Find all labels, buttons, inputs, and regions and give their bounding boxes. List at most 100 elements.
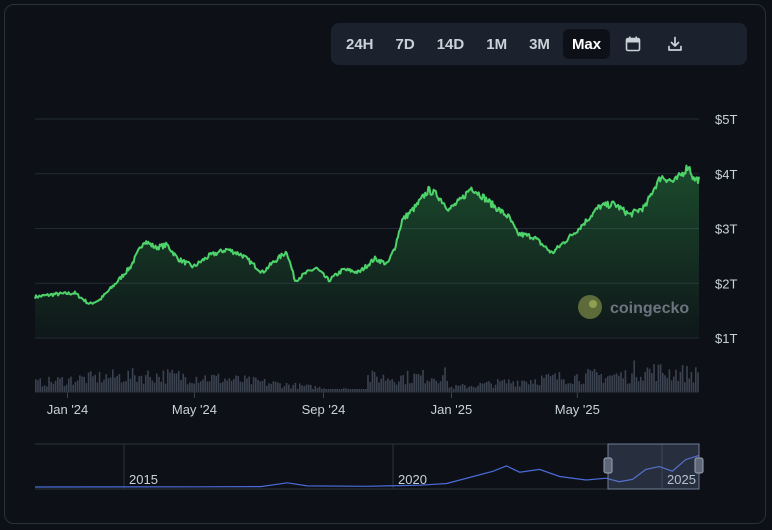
volume-bar (175, 373, 178, 392)
volume-bar (244, 375, 246, 392)
volume-bar (560, 379, 563, 392)
volume-bar (681, 365, 684, 392)
download-button[interactable] (656, 29, 694, 59)
volume-bar (63, 386, 66, 392)
volume-bar (171, 369, 173, 392)
calendar-button[interactable] (614, 29, 652, 59)
navigator-selection (607, 443, 700, 490)
volume-bar (98, 371, 101, 392)
volume-bar (677, 380, 679, 392)
volume-bar (622, 378, 624, 392)
price-line (34, 164, 700, 305)
volume-bar (52, 383, 55, 392)
volume-bar (536, 384, 539, 392)
range-24h-button[interactable]: 24H (346, 35, 374, 53)
volume-bar (35, 379, 37, 392)
volume-bar (125, 381, 127, 392)
range-3m-button[interactable]: 3M (529, 35, 550, 53)
volume-bar (505, 383, 508, 392)
volume-bar (149, 376, 151, 392)
volume-bar (431, 378, 433, 392)
volume-bar (59, 378, 61, 392)
volume-bar (371, 370, 374, 392)
volume-bar (50, 381, 52, 392)
navigator-handle[interactable] (603, 457, 613, 474)
volume-bar (347, 389, 349, 392)
y-axis: $1T $2T $3T $4T $5T (715, 112, 737, 346)
volume-bar (200, 381, 202, 392)
volume-bar (329, 388, 332, 392)
volume-bar (112, 369, 114, 392)
navigator-handle[interactable] (694, 457, 704, 474)
volume-bar (549, 376, 552, 392)
volume-bar (492, 387, 495, 392)
volume-bar (382, 374, 385, 392)
volume-bar (479, 382, 481, 392)
volume-bar (318, 386, 321, 392)
volume-bar (204, 375, 206, 392)
volume-bar (437, 383, 440, 392)
range-14d-button[interactable]: 14D (436, 35, 465, 53)
volume-bar (180, 379, 182, 392)
volume-bar (283, 386, 286, 392)
volume-bar (538, 385, 541, 392)
volume-bar (532, 383, 534, 392)
volume-bar (582, 383, 585, 392)
volume-bar (345, 388, 347, 392)
volume-bar (224, 378, 226, 392)
volume-bar (37, 380, 39, 392)
gecko-logo-icon (578, 295, 602, 319)
volume-bar (365, 389, 367, 392)
volume-bar (673, 376, 675, 392)
volume-bar (290, 388, 292, 392)
volume-bars (35, 360, 699, 392)
volume-bar (272, 381, 275, 392)
volume-bar (109, 377, 112, 392)
volume-bar (644, 372, 646, 392)
volume-bar (303, 386, 305, 392)
navigator[interactable]: 2015 2020 2025 (34, 443, 704, 490)
volume-bar (116, 375, 118, 392)
volume-bar (314, 386, 316, 392)
volume-bar (356, 389, 358, 392)
volume-bar (54, 380, 57, 392)
volume-bar (131, 368, 134, 392)
volume-bar (554, 373, 556, 392)
volume-bar (215, 375, 217, 392)
volume-bar (563, 379, 565, 392)
volume-bar (257, 379, 259, 392)
volume-bar (217, 373, 220, 392)
volume-bar (697, 372, 699, 392)
volume-bar (593, 369, 596, 392)
volume-bar (197, 382, 200, 392)
volume-bar (343, 388, 345, 392)
navigator-year-label: 2015 (129, 472, 158, 487)
volume-bar (576, 374, 578, 392)
volume-bar (334, 389, 336, 392)
volume-bar (611, 375, 613, 392)
volume-bar (57, 377, 59, 392)
volume-bar (497, 379, 499, 392)
volume-bar (648, 368, 651, 392)
volume-bar (470, 386, 473, 392)
volume-bar (433, 378, 435, 392)
navigator-year-label: 2020 (398, 472, 427, 487)
volume-bar (136, 381, 138, 392)
navigator-year-label: 2025 (667, 472, 696, 487)
volume-bar (384, 380, 387, 392)
volume-bar (684, 382, 686, 392)
volume-bar (261, 381, 264, 392)
volume-bar (426, 380, 429, 392)
range-1m-button[interactable]: 1M (486, 35, 508, 53)
volume-bar (230, 380, 233, 392)
volume-bar (336, 389, 338, 392)
volume-bar (39, 378, 41, 392)
volume-bar (499, 381, 501, 392)
range-max-button[interactable]: Max (562, 29, 611, 59)
range-7d-button[interactable]: 7D (395, 35, 415, 53)
x-tick-label: Jan '25 (431, 402, 473, 417)
volume-bar (637, 381, 640, 392)
volume-bar (173, 373, 176, 392)
volume-bar (613, 374, 616, 392)
